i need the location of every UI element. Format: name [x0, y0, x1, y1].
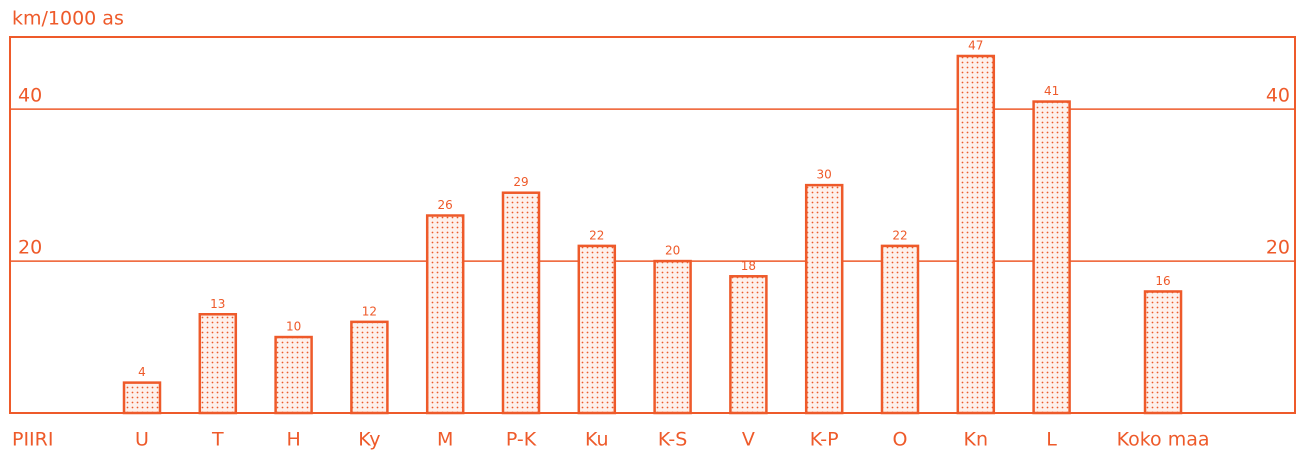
value-label: 47 — [968, 38, 983, 52]
value-label: 18 — [741, 259, 756, 273]
bar — [274, 335, 313, 415]
value-label: 22 — [892, 228, 907, 242]
bar — [880, 244, 920, 415]
y-tick-label-right: 20 — [1266, 237, 1290, 259]
x-tick-label: K-S — [658, 429, 687, 451]
value-label: 16 — [1155, 274, 1170, 288]
x-tick-label: H — [286, 429, 300, 451]
value-label: 26 — [438, 198, 453, 212]
bar — [804, 183, 844, 415]
x-tick-label: M — [437, 429, 453, 451]
x-tick-label: O — [893, 429, 908, 451]
bar — [198, 313, 238, 415]
x-tick-label: U — [135, 429, 149, 451]
bar — [653, 259, 692, 415]
bar — [577, 244, 617, 415]
x-tick-label: Ku — [585, 429, 609, 451]
x-tick-label: P-K — [506, 429, 537, 451]
value-label: 41 — [1044, 84, 1059, 98]
x-tick-label: Koko maa — [1117, 429, 1210, 451]
bar — [425, 214, 465, 415]
value-label: 12 — [362, 304, 377, 318]
value-label: 20 — [665, 244, 680, 258]
value-label: 10 — [286, 320, 301, 334]
x-axis-label: PIIRI — [12, 429, 53, 451]
bar — [729, 275, 768, 415]
bar — [1143, 290, 1183, 415]
value-label: 22 — [589, 228, 604, 242]
bar — [501, 191, 541, 415]
x-tick-label: Ky — [358, 429, 380, 451]
bar — [122, 381, 162, 415]
x-tick-label: T — [211, 429, 224, 451]
x-tick-label: K-P — [810, 429, 839, 451]
plot-frame — [9, 36, 1296, 414]
x-tick-label: Kn — [964, 429, 989, 451]
y-tick-label: 20 — [18, 237, 42, 259]
x-tick-label: V — [742, 429, 755, 451]
bar — [350, 320, 389, 415]
chart-title: km/1000 as — [12, 8, 124, 30]
value-label: 4 — [138, 365, 146, 379]
y-tick-label: 40 — [18, 85, 42, 107]
x-tick-label: L — [1046, 429, 1057, 451]
value-label: 29 — [513, 175, 528, 189]
value-label: 30 — [817, 168, 832, 182]
y-tick-label-right: 40 — [1266, 85, 1290, 107]
value-label: 13 — [210, 297, 225, 311]
bar — [956, 54, 996, 415]
bar — [1032, 100, 1071, 415]
